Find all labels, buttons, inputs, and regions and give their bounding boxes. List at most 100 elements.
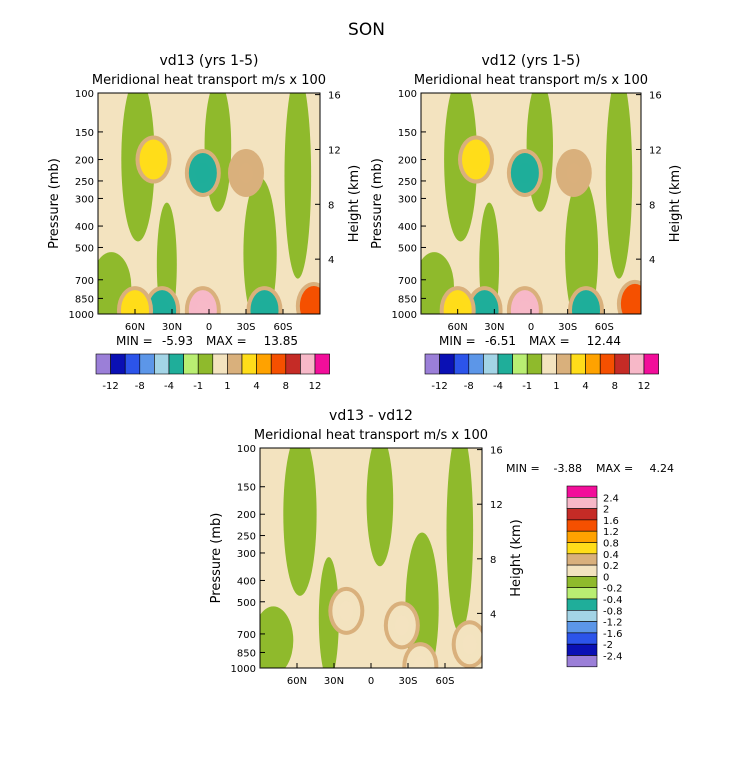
x-tick-label: 0: [528, 322, 534, 333]
legend-label: 0.2: [603, 561, 619, 572]
legend-swatch: [556, 353, 572, 375]
y-tick-label: 200: [75, 156, 94, 167]
max-label: MAX =: [206, 334, 247, 348]
field-contour-core: [477, 300, 492, 314]
min-value: -6.51: [485, 334, 516, 348]
legend-swatch: [566, 655, 598, 668]
y-tick-label: 150: [237, 483, 256, 494]
field-contour-core: [627, 293, 641, 314]
plot-area: [421, 93, 641, 314]
legend-label: -12: [431, 381, 447, 392]
legend-swatch: [424, 353, 440, 375]
chart-vd12: vd12 (yrs 1-5) Meridional heat transport …: [370, 53, 683, 392]
legend-label: -1: [522, 381, 532, 392]
legend-swatch: [453, 353, 470, 375]
x-tick-label: 60S: [595, 322, 614, 333]
y-tick-label: 150: [398, 128, 417, 139]
legend-label: 8: [612, 381, 618, 392]
legend-label: 12: [638, 381, 651, 392]
legend-label: 0.8: [603, 539, 619, 550]
field-contour-core: [462, 634, 477, 655]
legend-swatch: [197, 353, 214, 375]
y2-tick-label: 8: [490, 555, 496, 566]
y-tick-label: 500: [398, 243, 417, 254]
legend-label: -0.2: [603, 584, 623, 595]
legend-swatch: [614, 353, 630, 375]
max-value: 13.85: [264, 334, 298, 348]
y2-tick-label: 12: [649, 145, 662, 156]
y2-tick-label: 8: [649, 200, 655, 211]
y2-tick-label: 4: [328, 255, 334, 266]
x-tick-label: 0: [206, 322, 212, 333]
legend-swatch: [154, 353, 170, 375]
y-tick-label: 300: [398, 194, 417, 205]
y2-tick-label: 12: [328, 145, 341, 156]
legend-label: 2.4: [603, 493, 619, 504]
panel-title: vd12 (yrs 1-5): [481, 53, 580, 69]
legend-label: 1: [224, 381, 230, 392]
legend-swatch: [300, 353, 316, 375]
field-contour-core: [339, 600, 354, 621]
legend-label: 0: [603, 572, 609, 583]
legend-swatch: [139, 353, 155, 375]
y-tick-label: 300: [237, 549, 256, 560]
y-tick-label: 1000: [231, 664, 256, 675]
y2-tick-label: 4: [490, 609, 496, 620]
min-label: MIN =: [439, 334, 476, 348]
field-contour-core: [566, 162, 581, 183]
field-contour-core: [306, 296, 320, 314]
legend-swatch: [512, 353, 528, 375]
field-green-region: [260, 606, 294, 668]
legend-swatch: [566, 576, 598, 588]
legend-label: -1.6: [603, 629, 623, 640]
legend-swatch: [468, 353, 484, 375]
x-tick-label: 30N: [324, 676, 344, 687]
panel-subtitle: Meridional heat transport m/s x 100: [414, 73, 648, 88]
max-value: 12.44: [587, 334, 621, 348]
legend-label: 12: [309, 381, 322, 392]
y-tick-label: 100: [75, 89, 94, 100]
legend-swatch: [110, 353, 126, 375]
legend-label: 2: [603, 505, 609, 516]
y-tick-label: 700: [398, 276, 417, 287]
field-contour-core: [469, 149, 483, 170]
legend-swatch: [439, 353, 455, 375]
y-tick-label: 500: [237, 598, 256, 609]
y-tick-label: 300: [75, 194, 94, 205]
panel-subtitle: Meridional heat transport m/s x 100: [92, 73, 326, 88]
y-tick-label: 250: [237, 532, 256, 543]
x-tick-label: 30S: [558, 322, 577, 333]
legend-swatch: [270, 353, 287, 375]
y-axis-label: Pressure (mb): [370, 158, 385, 249]
legend-swatch: [285, 353, 301, 375]
y-tick-label: 100: [398, 89, 417, 100]
y-tick-label: 850: [237, 648, 256, 659]
field-contour-core: [146, 149, 161, 170]
y-tick-label: 400: [237, 576, 256, 587]
legend-label: -2.4: [603, 652, 623, 663]
field-green-region: [243, 177, 277, 314]
field-contour-core: [450, 300, 465, 314]
y2-tick-label: 4: [649, 255, 655, 266]
legend-label: 8: [283, 381, 289, 392]
legend-swatch: [570, 353, 586, 375]
legend-swatch: [227, 353, 243, 375]
legend-swatch: [566, 621, 598, 634]
y2-tick-label: 16: [649, 91, 662, 102]
y2-axis-label: Height (km): [668, 165, 683, 242]
field-green-region: [605, 93, 633, 279]
y-tick-label: 200: [398, 156, 417, 167]
legend-swatch: [599, 353, 616, 375]
plot-area: [260, 448, 482, 668]
legend-swatch: [256, 353, 272, 375]
legend-label: -12: [102, 381, 118, 392]
y2-axis-label: Height (km): [347, 165, 362, 242]
y-tick-label: 1000: [69, 310, 94, 321]
field-green-region: [284, 93, 312, 279]
y-tick-label: 100: [237, 444, 256, 455]
field-contour-core: [517, 300, 532, 314]
max-value: 4.24: [650, 462, 675, 475]
y-tick-label: 400: [75, 222, 94, 233]
panel-title: vd13 - vd12: [329, 408, 413, 424]
field-contour-core: [155, 300, 170, 314]
